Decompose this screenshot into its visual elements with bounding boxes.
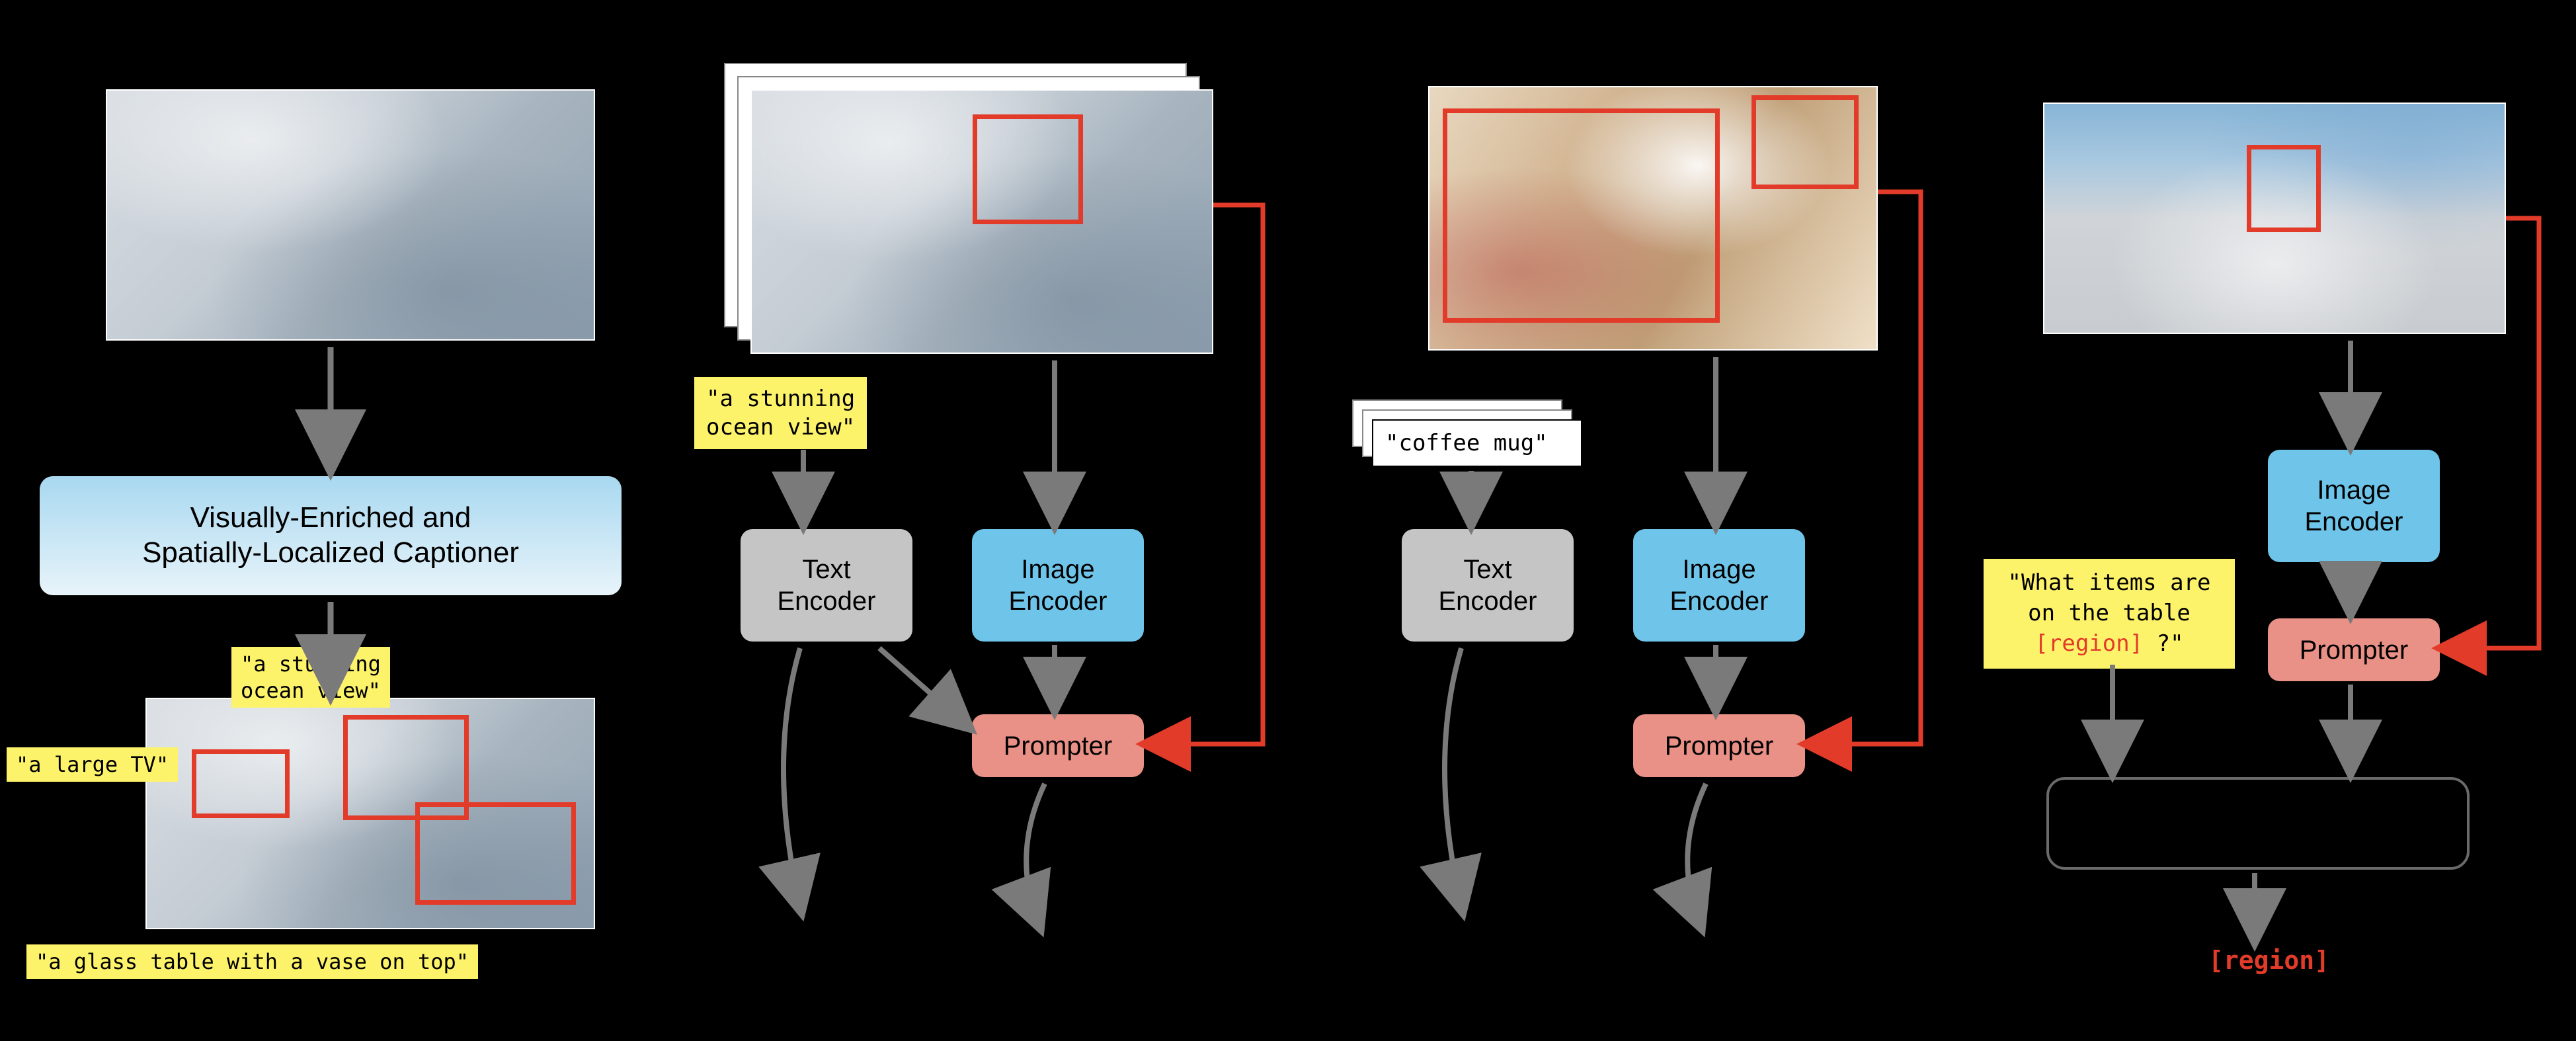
question-box: "What items are on the table [region] ?" (1984, 559, 2235, 669)
caption-tv: "a large TV" (7, 747, 178, 782)
caption-ocean: "a stunning ocean view" (231, 647, 390, 708)
panel-question: Image Encoder Prompter "What items are o… (1957, 0, 2576, 1041)
tv-bbox (192, 749, 290, 818)
mug-bbox (1751, 95, 1859, 190)
panel-encoders-coffee: "coffee mug" Text Encoder Image Encoder … (1322, 0, 1957, 1041)
question-prefix: "What items are on the table (2007, 569, 2210, 626)
image-encoder-block: Image Encoder (972, 529, 1144, 642)
living-room-image-stack (750, 89, 1213, 354)
magazine-bbox (1443, 108, 1720, 323)
output-slot (2046, 777, 2470, 870)
question-suffix: ?" (2143, 630, 2183, 657)
caption-table: "a glass table with a vase on top" (26, 944, 478, 979)
captioner-block: Visually-Enriched and Spatially-Localize… (40, 476, 622, 595)
question-region-token: [region] (2034, 630, 2143, 657)
text-encoder-block: Text Encoder (1402, 529, 1574, 642)
prompter-block: Prompter (2268, 618, 2440, 681)
prompter-block: Prompter (1633, 714, 1805, 777)
text-encoder-block: Text Encoder (741, 529, 912, 642)
image-encoder-block: Image Encoder (2268, 450, 2440, 562)
living-room-image-top (106, 89, 595, 341)
window-bbox (973, 114, 1083, 224)
prompter-block: Prompter (972, 714, 1144, 777)
caption-coffee-mug: "coffee mug" (1372, 419, 1582, 467)
cafe-image (1428, 86, 1878, 351)
image-encoder-block: Image Encoder (1633, 529, 1805, 642)
panel-encoders-ocean: "a stunning ocean view" Text Encoder Ima… (648, 0, 1322, 1041)
caption-ocean: "a stunning ocean view" (694, 377, 867, 449)
panel-captioner: Visually-Enriched and Spatially-Localize… (0, 0, 648, 1041)
table-bbox (415, 802, 576, 905)
patio-image (2043, 103, 2506, 334)
living-room-image-annotated (145, 698, 595, 929)
output-region-token: [region] (2208, 946, 2329, 975)
bottle-glasses-bbox (2247, 145, 2320, 231)
